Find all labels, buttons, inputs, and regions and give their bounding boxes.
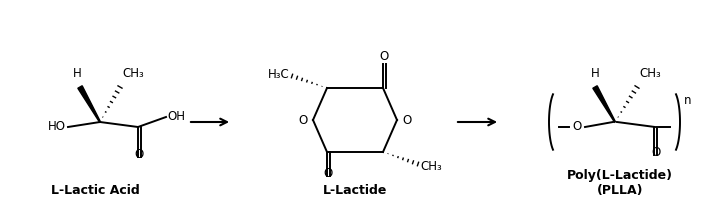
- Text: L-Lactide: L-Lactide: [323, 184, 387, 197]
- Text: O: O: [379, 50, 389, 63]
- Text: CH₃: CH₃: [639, 67, 661, 80]
- Text: CH₃: CH₃: [420, 160, 442, 172]
- Text: OH: OH: [167, 110, 185, 123]
- Text: O: O: [299, 113, 308, 126]
- Text: O: O: [323, 167, 333, 180]
- Polygon shape: [78, 86, 100, 122]
- Text: H: H: [73, 67, 81, 80]
- Polygon shape: [593, 86, 616, 122]
- Text: L-Lactic Acid: L-Lactic Acid: [50, 184, 140, 197]
- Text: n: n: [684, 93, 691, 106]
- Text: H₃C: H₃C: [269, 67, 290, 80]
- Text: O: O: [572, 121, 582, 134]
- Text: CH₃: CH₃: [122, 67, 144, 80]
- Text: H: H: [590, 67, 599, 80]
- Text: O: O: [135, 148, 143, 161]
- Text: O: O: [652, 146, 661, 159]
- Text: HO: HO: [48, 121, 66, 134]
- Text: Poly(L-Lactide)
(PLLA): Poly(L-Lactide) (PLLA): [567, 169, 673, 197]
- Text: O: O: [402, 113, 411, 126]
